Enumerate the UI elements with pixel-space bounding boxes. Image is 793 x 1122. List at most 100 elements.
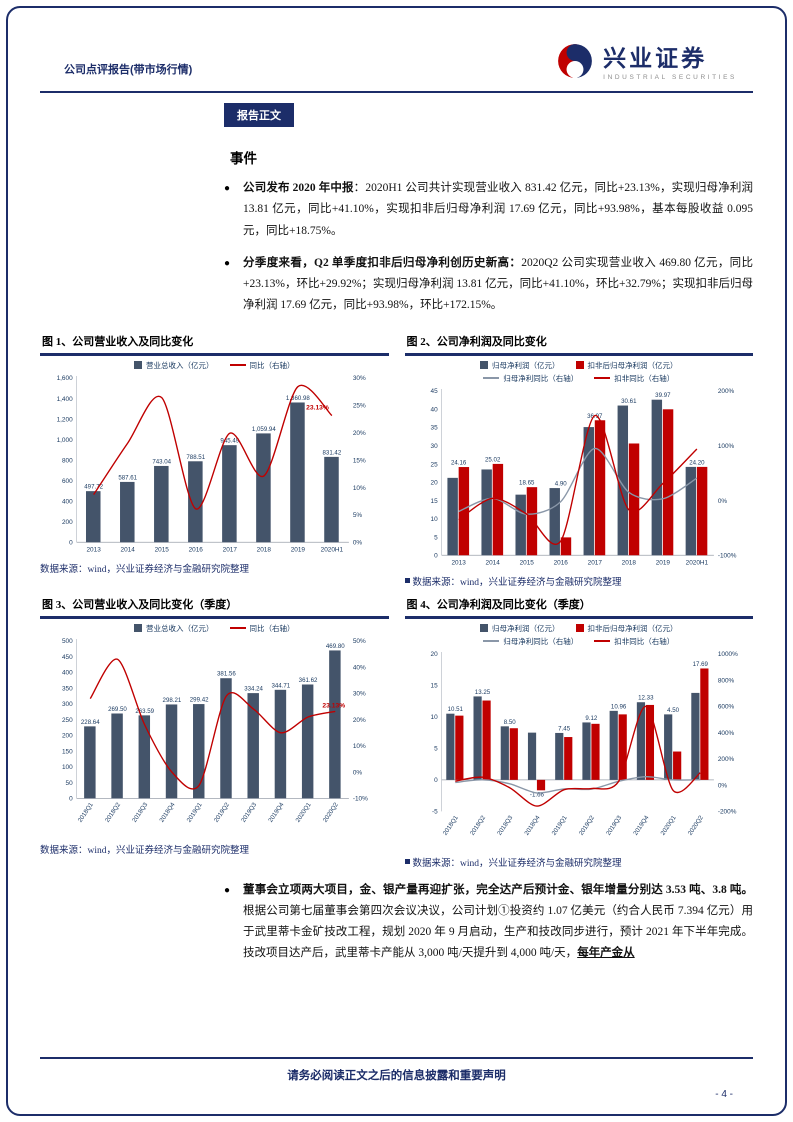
text-segment: 2020Q2 公司实现营业收入 469.80 亿元，同比+23.13%，环比+2…	[243, 256, 753, 312]
legend-item: 扣非后归母净利润（亿元）	[575, 360, 678, 371]
svg-text:10%: 10%	[353, 484, 366, 491]
source-marker-icon	[404, 578, 410, 584]
svg-text:35: 35	[430, 424, 438, 431]
svg-text:2019Q4: 2019Q4	[632, 814, 650, 837]
svg-text:20: 20	[430, 479, 438, 486]
svg-text:228.64: 228.64	[81, 719, 100, 726]
legend-item: 归母净利同比（右轴）	[483, 373, 578, 384]
svg-text:298.21: 298.21	[163, 697, 182, 704]
legend-bar-swatch-icon	[134, 624, 142, 633]
svg-text:1,000: 1,000	[57, 436, 73, 443]
svg-text:469.80: 469.80	[326, 643, 345, 650]
figure-3: 图 3、公司营业收入及同比变化（季度） 营业总收入（亿元） 同比（右轴） 0 50 10…	[40, 596, 389, 869]
svg-text:2018Q2: 2018Q2	[468, 814, 486, 837]
svg-text:30.61: 30.61	[621, 398, 637, 405]
svg-text:25.02: 25.02	[485, 456, 501, 463]
svg-text:1,600: 1,600	[57, 375, 73, 382]
svg-text:2018Q4: 2018Q4	[523, 814, 541, 837]
figure-1-caption: 图 1、公司营业收入及同比变化	[40, 333, 389, 356]
svg-text:2020Q1: 2020Q1	[659, 814, 677, 837]
legend-label: 同比（右轴）	[249, 360, 295, 370]
svg-text:2014: 2014	[121, 546, 136, 553]
svg-text:2018Q3: 2018Q3	[131, 801, 149, 824]
svg-text:500: 500	[62, 638, 73, 645]
svg-text:4.50: 4.50	[667, 707, 680, 714]
svg-text:587.61: 587.61	[118, 474, 137, 481]
svg-text:1,360.98: 1,360.98	[286, 395, 310, 402]
svg-text:800: 800	[62, 457, 73, 464]
svg-text:100%: 100%	[717, 443, 734, 450]
legend-label: 营业总收入（亿元）	[146, 623, 214, 633]
svg-text:2017: 2017	[587, 559, 602, 566]
svg-text:2017: 2017	[223, 546, 238, 553]
svg-text:39.97: 39.97	[655, 392, 671, 399]
svg-text:20: 20	[430, 651, 438, 658]
svg-text:2020H1: 2020H1	[685, 559, 708, 566]
legend-label: 归母净利润（亿元）	[492, 360, 560, 370]
svg-text:100: 100	[62, 764, 73, 771]
source-text: 数据来源：wind，兴业证券经济与金融研究院整理	[40, 845, 250, 856]
svg-text:2019: 2019	[655, 559, 670, 566]
svg-text:20%: 20%	[353, 430, 366, 437]
svg-text:0%: 0%	[353, 539, 363, 546]
legend-label: 归母净利润（亿元）	[492, 623, 560, 633]
svg-text:200: 200	[62, 732, 73, 739]
svg-text:263.59: 263.59	[135, 708, 154, 715]
svg-text:15: 15	[430, 497, 438, 504]
page-footer: 请务必阅读正文之后的信息披露和重要声明 - 4 -	[40, 1057, 753, 1100]
svg-text:30%: 30%	[353, 690, 366, 697]
svg-text:2015: 2015	[519, 559, 534, 566]
legend-label: 扣非后归母净利润（亿元）	[587, 360, 678, 370]
svg-text:5: 5	[434, 745, 438, 752]
svg-text:1,400: 1,400	[57, 395, 73, 402]
svg-text:2020Q2: 2020Q2	[686, 814, 704, 837]
svg-text:945.49: 945.49	[220, 437, 239, 444]
chart-legend: 归母净利润（亿元） 扣非后归母净利润（亿元） 归母净利同比（右轴） 扣非同比（右轴）	[454, 360, 704, 384]
svg-text:18.65: 18.65	[519, 479, 535, 486]
page-header: 公司点评报告(带市场行情) 兴业证券 INDUSTRIAL SECURITIES	[40, 36, 753, 89]
svg-text:200%: 200%	[717, 756, 734, 763]
svg-text:334.24: 334.24	[244, 685, 263, 692]
bullet-dot-icon: ●	[224, 257, 231, 269]
bullet-text: 公司发布 2020 年中报：2020H1 公司共计实现营业收入 831.42 亿…	[243, 178, 753, 242]
svg-text:50: 50	[66, 780, 74, 787]
svg-text:25: 25	[430, 461, 438, 468]
svg-text:12.33: 12.33	[638, 694, 654, 701]
svg-text:0%: 0%	[353, 769, 363, 776]
svg-text:2019Q3: 2019Q3	[605, 814, 623, 837]
source-text: 数据来源：wind，兴业证券经济与金融研究院整理	[412, 858, 622, 869]
svg-text:2018Q1: 2018Q1	[77, 801, 95, 824]
svg-text:2019Q2: 2019Q2	[213, 801, 231, 824]
svg-text:350: 350	[62, 685, 73, 692]
source-text: 数据来源：wind，兴业证券经济与金融研究院整理	[40, 564, 250, 575]
svg-text:2016: 2016	[553, 559, 568, 566]
legend-item: 归母净利润（亿元）	[480, 623, 560, 634]
chart-canvas: 0 5 10 15 20 25 30 35 40 45 -100% 0% 100% 200% 24.16 25…	[430, 388, 736, 566]
legend-label: 同比（右轴）	[249, 623, 295, 633]
legend-item: 同比（右轴）	[229, 623, 295, 634]
text-segment: 每年产金从	[577, 947, 635, 960]
svg-text:2013: 2013	[451, 559, 466, 566]
svg-text:2019Q2: 2019Q2	[577, 814, 595, 837]
legend-bar-swatch-icon	[575, 624, 584, 633]
figure-3-chart: 营业总收入（亿元） 同比（右轴） 0 50 100 150 200 250 300 350 400 4…	[40, 623, 389, 840]
svg-text:269.50: 269.50	[108, 706, 127, 713]
svg-text:2019Q1: 2019Q1	[186, 801, 204, 824]
text-segment: 分季度来看，Q2 单季度扣非后归母净利创历史新高：	[243, 256, 522, 269]
svg-text:2015: 2015	[155, 546, 170, 553]
svg-text:50%: 50%	[353, 638, 366, 645]
svg-text:600: 600	[62, 478, 73, 485]
legend-item: 营业总收入（亿元）	[134, 623, 214, 634]
svg-text:10%: 10%	[353, 743, 366, 750]
svg-text:361.62: 361.62	[299, 677, 318, 684]
legend-item: 归母净利润（亿元）	[480, 360, 560, 371]
svg-text:2019Q1: 2019Q1	[550, 814, 568, 837]
svg-text:2013: 2013	[87, 546, 102, 553]
svg-text:0: 0	[69, 539, 73, 546]
svg-text:10.96: 10.96	[610, 703, 626, 710]
legend-label: 扣非后归母净利润（亿元）	[587, 623, 678, 633]
figure-4-chart: 归母净利润（亿元） 扣非后归母净利润（亿元） 归母净利同比（右轴） 扣非同比（右轴） -…	[405, 623, 754, 853]
disclaimer-text: 请务必阅读正文之后的信息披露和重要声明	[287, 1070, 506, 1082]
svg-text:2018: 2018	[257, 546, 272, 553]
svg-text:24.20: 24.20	[689, 459, 705, 466]
